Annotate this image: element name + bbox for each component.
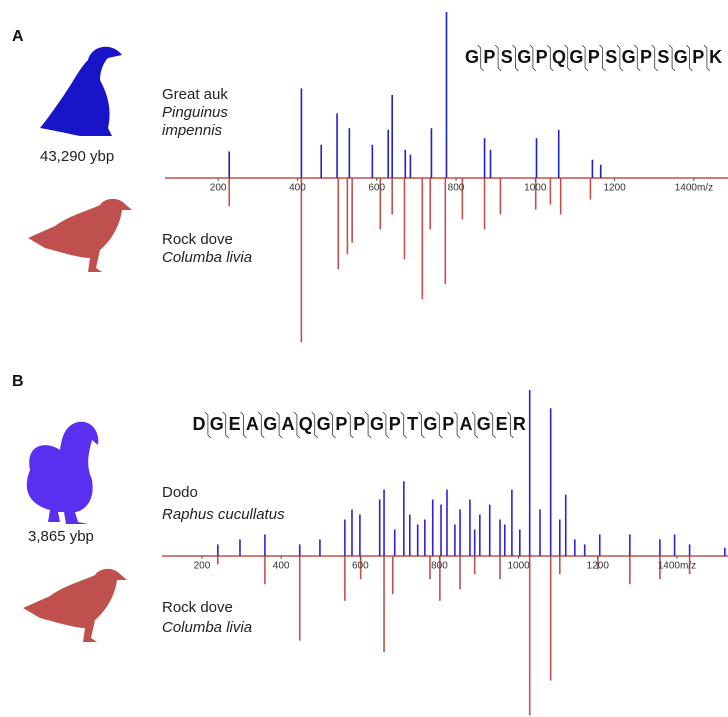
- x-tick-label: 1400m/z: [658, 561, 696, 572]
- x-tick-label: 600: [352, 561, 369, 572]
- cleavage-mark: [703, 44, 711, 72]
- sequence-letter: P: [536, 47, 548, 67]
- species-latin: Columba livia: [162, 249, 253, 266]
- sequence-letter: G: [477, 414, 491, 434]
- species-name: Great auk: [162, 86, 228, 103]
- species-latin: Columba livia: [162, 619, 253, 636]
- x-tick-label: 200: [210, 183, 227, 194]
- cleavage-mark: [489, 411, 496, 439]
- species-name: Rock dove: [162, 599, 233, 616]
- cleavage-mark: [436, 411, 443, 439]
- sequence-letter: K: [709, 47, 722, 67]
- sequence-letter: T: [407, 414, 418, 434]
- sequence-letter: P: [389, 414, 401, 434]
- cleavage-mark: [512, 44, 519, 72]
- cleavage-mark: [651, 44, 658, 72]
- cleavage-mark: [507, 411, 514, 439]
- cleavage-mark: [616, 44, 624, 72]
- cleavage-mark: [547, 44, 554, 72]
- sequence-letter: S: [605, 47, 617, 67]
- rock-dove-silhouette: [23, 568, 127, 642]
- sequence-letter: R: [513, 414, 526, 434]
- sequence-letter: G: [517, 47, 531, 67]
- cleavage-mark: [529, 44, 537, 72]
- sequence-letter: G: [370, 414, 384, 434]
- sequence-letter: S: [501, 47, 513, 67]
- species-latin: Pinguinus impennis: [162, 104, 228, 139]
- x-tick-label: 1400m/z: [675, 183, 713, 194]
- cleavage-mark: [240, 411, 247, 439]
- cleavage-mark: [686, 44, 693, 72]
- cleavage-mark: [400, 411, 407, 439]
- sequence-letter: G: [465, 47, 479, 67]
- cleavage-mark: [668, 44, 676, 72]
- sequence-letter: D: [193, 414, 206, 434]
- cleavage-mark: [258, 411, 265, 439]
- x-tick-label: 1200: [587, 561, 610, 572]
- x-tick-label: 600: [368, 183, 385, 194]
- cleavage-mark: [347, 411, 354, 439]
- cleavage-mark: [494, 44, 502, 72]
- sequence-letter: A: [460, 414, 473, 434]
- x-tick-label: 800: [431, 561, 448, 572]
- cleavage-mark: [471, 411, 479, 439]
- cleavage-mark: [418, 411, 425, 439]
- sequence-letter: P: [442, 414, 454, 434]
- sequence-letter: G: [622, 47, 636, 67]
- cleavage-mark: [581, 44, 589, 72]
- x-tick-label: 400: [289, 183, 306, 194]
- sequence-letter: G: [263, 414, 277, 434]
- sequence-letter: A: [246, 414, 259, 434]
- x-tick-label: 1000: [507, 561, 530, 572]
- species-name: Rock dove: [162, 231, 233, 248]
- cleavage-mark: [329, 411, 336, 439]
- sequence-letter: G: [423, 414, 437, 434]
- age: 43,290 ybp: [40, 148, 115, 165]
- cleavage-mark: [204, 411, 212, 439]
- x-tick-label: 1000: [524, 183, 547, 194]
- sequence-letter: G: [674, 47, 688, 67]
- panel-label: B: [12, 373, 24, 390]
- x-tick-label: 1200: [603, 183, 626, 194]
- panel-label: A: [12, 28, 24, 45]
- great-auk-silhouette: [40, 46, 122, 136]
- sequence-letter: Q: [299, 414, 313, 434]
- cleavage-mark: [453, 411, 461, 439]
- sequence-letter: S: [657, 47, 669, 67]
- cleavage-mark: [382, 411, 390, 439]
- sequence-letter: P: [483, 47, 495, 67]
- cleavage-mark: [599, 44, 606, 72]
- sequence-letter: G: [210, 414, 224, 434]
- sequence-letter: E: [229, 414, 241, 434]
- x-tick-label: 800: [448, 183, 465, 194]
- sequence-letter: E: [496, 414, 508, 434]
- cleavage-mark: [477, 44, 484, 72]
- sequence-letter: G: [317, 414, 331, 434]
- dodo-silhouette: [26, 421, 99, 524]
- sequence-letter: P: [588, 47, 600, 67]
- sequence-letter: G: [569, 47, 583, 67]
- age: 3,865 ybp: [28, 528, 94, 545]
- cleavage-mark: [311, 411, 318, 439]
- sequence-letter: Q: [552, 47, 566, 67]
- sequence-letter: P: [335, 414, 347, 434]
- species-latin: Raphus cucullatus: [162, 506, 285, 523]
- sequence-letter: A: [282, 414, 295, 434]
- cleavage-mark: [634, 44, 641, 72]
- rock-dove-silhouette: [28, 198, 132, 272]
- sequence-letter: P: [692, 47, 704, 67]
- x-tick-label: 200: [194, 561, 211, 572]
- cleavage-mark: [222, 411, 229, 439]
- sequence-letter: P: [353, 414, 365, 434]
- x-tick-label: 400: [273, 561, 290, 572]
- sequence-letter: P: [640, 47, 652, 67]
- cleavage-mark: [293, 411, 301, 439]
- cleavage-mark: [564, 44, 571, 72]
- cleavage-mark: [364, 411, 372, 439]
- species-name: Dodo: [162, 484, 198, 501]
- cleavage-mark: [275, 411, 283, 439]
